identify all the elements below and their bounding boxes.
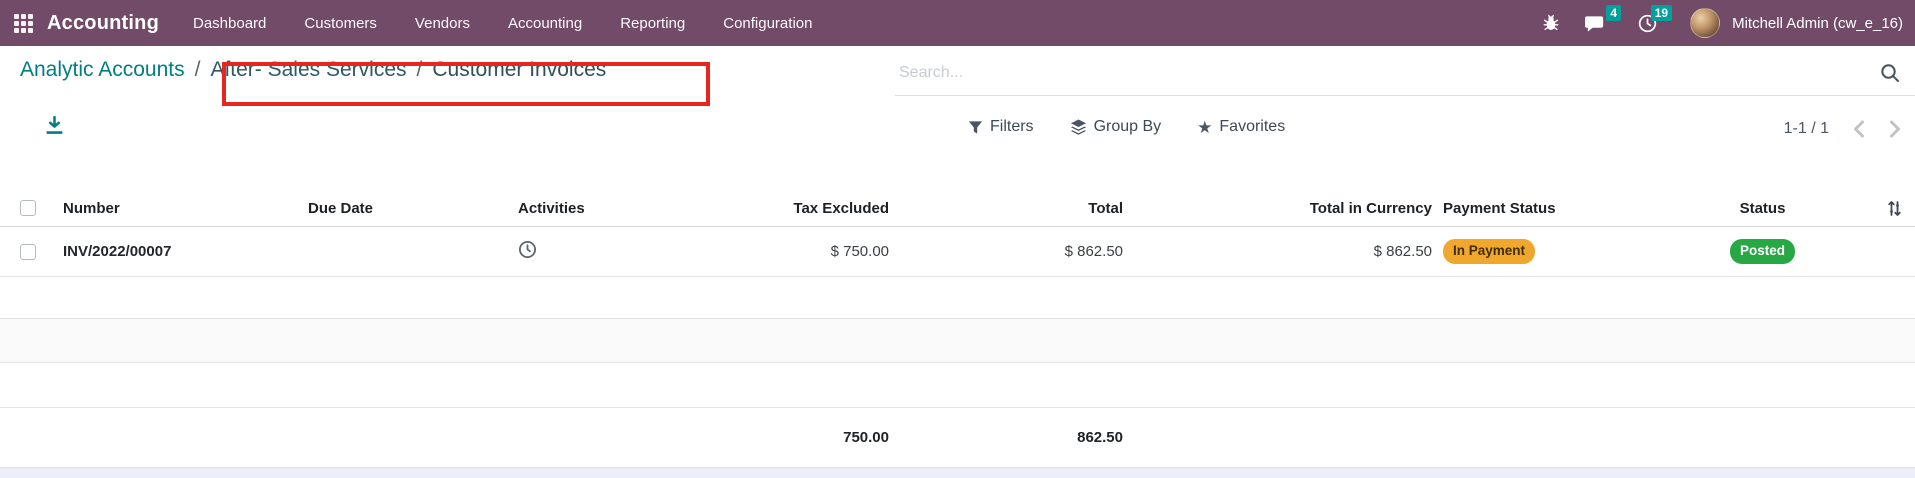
empty-row bbox=[0, 319, 1915, 363]
activities-clock-icon[interactable]: 19 bbox=[1637, 4, 1673, 34]
group-by-label: Group By bbox=[1093, 118, 1162, 135]
export-download-icon[interactable] bbox=[44, 116, 65, 136]
table-header-row: Number Due Date Activities Tax Excluded … bbox=[0, 190, 1915, 227]
column-header-tax-excluded[interactable]: Tax Excluded bbox=[793, 199, 889, 217]
column-header-total-in-currency[interactable]: Total in Currency bbox=[1309, 199, 1432, 217]
breadcrumb-separator: / bbox=[194, 58, 201, 81]
breadcrumb-customer-invoices: Customer Invoices bbox=[432, 58, 607, 81]
search-icon[interactable] bbox=[1879, 62, 1901, 84]
search-options: Filters Group By ★ Favorites bbox=[968, 118, 1285, 136]
user-menu[interactable]: Mitchell Admin (cw_e_16) bbox=[1732, 14, 1903, 32]
star-icon: ★ bbox=[1197, 117, 1213, 137]
select-all-checkbox[interactable] bbox=[19, 200, 36, 216]
breadcrumb: Analytic Accounts / After- Sales Service… bbox=[20, 58, 606, 82]
nav-item-accounting[interactable]: Accounting bbox=[507, 14, 583, 32]
main-menu: Dashboard Customers Vendors Accounting R… bbox=[193, 15, 812, 32]
nav-item-configuration[interactable]: Configuration bbox=[723, 14, 813, 32]
payment-status-badge: In Payment bbox=[1443, 239, 1536, 264]
breadcrumb-analytic-accounts[interactable]: Analytic Accounts bbox=[20, 58, 185, 81]
nav-item-dashboard[interactable]: Dashboard bbox=[193, 14, 267, 32]
cell-tax-excluded: $ 750.00 bbox=[830, 243, 889, 260]
column-header-total[interactable]: Total bbox=[1088, 199, 1123, 217]
search-bar bbox=[895, 50, 1915, 96]
pager-previous-icon[interactable] bbox=[1853, 120, 1865, 138]
activity-clock-icon[interactable] bbox=[518, 240, 537, 259]
column-header-status[interactable]: Status bbox=[1739, 199, 1786, 217]
pager-nav bbox=[1853, 120, 1901, 138]
filter-funnel-icon bbox=[968, 120, 983, 134]
user-avatar[interactable] bbox=[1690, 8, 1721, 38]
empty-row bbox=[0, 277, 1915, 319]
column-header-number[interactable]: Number bbox=[63, 199, 120, 217]
nav-item-customers[interactable]: Customers bbox=[304, 14, 377, 32]
layers-icon bbox=[1070, 119, 1086, 135]
invoices-list: Number Due Date Activities Tax Excluded … bbox=[0, 190, 1915, 467]
column-header-due-date[interactable]: Due Date bbox=[308, 199, 374, 217]
column-header-payment-status[interactable]: Payment Status bbox=[1443, 199, 1556, 217]
pager-next-icon[interactable] bbox=[1889, 120, 1901, 138]
column-header-activities[interactable]: Activities bbox=[518, 199, 585, 217]
total-tax-excluded: 750.00 bbox=[843, 429, 889, 446]
messages-count-badge: 4 bbox=[1606, 4, 1622, 21]
nav-item-vendors[interactable]: Vendors bbox=[414, 14, 470, 32]
row-checkbox[interactable] bbox=[19, 243, 36, 260]
filters-button[interactable]: Filters bbox=[968, 118, 1034, 136]
totals-row: 750.00 862.50 bbox=[0, 408, 1915, 467]
empty-row bbox=[0, 363, 1915, 408]
filters-label: Filters bbox=[990, 118, 1034, 135]
breadcrumb-separator: / bbox=[416, 58, 423, 81]
favorites-label: Favorites bbox=[1219, 118, 1286, 135]
apps-grid-icon[interactable] bbox=[14, 13, 33, 33]
search-input[interactable] bbox=[895, 63, 1879, 82]
app-title[interactable]: Accounting bbox=[47, 11, 159, 34]
pager: 1-1 / 1 bbox=[1784, 120, 1901, 138]
total-total: 862.50 bbox=[1077, 429, 1123, 446]
top-navbar: Accounting Dashboard Customers Vendors A… bbox=[0, 0, 1915, 46]
nav-item-reporting[interactable]: Reporting bbox=[620, 14, 686, 32]
debug-bug-icon[interactable] bbox=[1542, 14, 1560, 32]
cell-total: $ 862.50 bbox=[1064, 243, 1123, 260]
table-row-invoice[interactable]: INV/2022/00007 $ 750.00 $ 862.50 $ 862.5… bbox=[0, 227, 1915, 277]
group-by-button[interactable]: Group By bbox=[1070, 118, 1162, 136]
bottom-scroll-band bbox=[0, 467, 1915, 478]
breadcrumb-after-sales-services[interactable]: After- Sales Services bbox=[210, 58, 407, 81]
status-badge: Posted bbox=[1729, 239, 1795, 264]
pager-range: 1-1 / 1 bbox=[1783, 120, 1829, 137]
activities-count-badge: 19 bbox=[1650, 4, 1673, 21]
messages-icon[interactable]: 4 bbox=[1584, 4, 1622, 34]
cell-total-in-currency: $ 862.50 bbox=[1373, 243, 1432, 260]
navbar-right: 4 19 Mitchell Admin (cw_e_16) bbox=[1542, 4, 1903, 38]
cell-number: INV/2022/00007 bbox=[63, 243, 172, 260]
favorites-button[interactable]: ★ Favorites bbox=[1197, 118, 1285, 136]
optional-columns-icon[interactable] bbox=[1886, 200, 1903, 217]
